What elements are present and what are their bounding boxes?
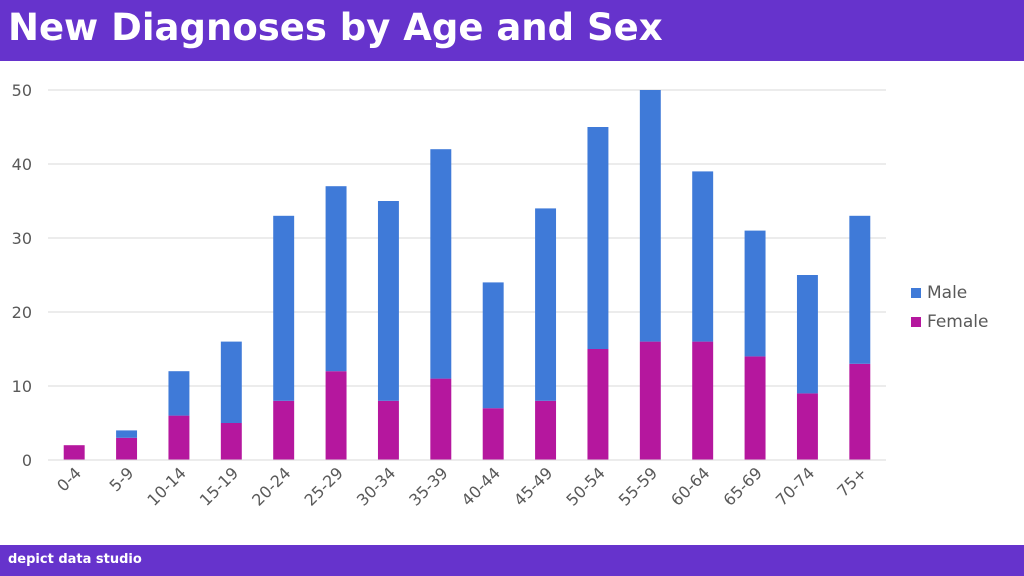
bar-male-35-39 <box>430 149 452 379</box>
x-tick-label: 15-19 <box>196 463 242 509</box>
bar-male-65-69 <box>744 230 766 357</box>
bar-female-0-4 <box>63 445 85 460</box>
title-bar: New Diagnoses by Age and Sex <box>0 0 1024 61</box>
bar-male-60-64 <box>692 171 714 342</box>
x-tick-label: 0-4 <box>53 463 85 495</box>
legend-label-male: Male <box>927 282 968 303</box>
y-tick-label: 40 <box>12 155 32 174</box>
x-tick-label: 20-24 <box>248 463 294 509</box>
bar-female-10-14 <box>168 415 190 460</box>
bar-male-20-24 <box>273 215 295 401</box>
x-tick-label: 5-9 <box>105 463 137 495</box>
legend-label-female: Female <box>927 311 989 332</box>
bar-male-55-59 <box>639 90 661 342</box>
legend-swatch-female <box>911 316 921 327</box>
stacked-bar-chart: 0 10 20 30 40 50 0-4 5-9 10-14 15-19 20-24 25-29 30-… <box>12 81 886 510</box>
x-tick-label: 65-69 <box>720 463 766 509</box>
bar-female-55-59 <box>639 341 661 460</box>
x-tick-label: 10-14 <box>143 463 189 509</box>
x-tick-label: 70-74 <box>772 463 818 509</box>
x-tick-label: 30-34 <box>353 463 399 509</box>
y-tick-label: 10 <box>12 377 32 396</box>
y-tick-label: 30 <box>12 229 32 248</box>
bar-male-70-74 <box>796 275 818 394</box>
bar-female-15-19 <box>220 423 242 460</box>
bar-female-60-64 <box>692 341 714 460</box>
bar-male-15-19 <box>220 341 242 423</box>
bar-male-30-34 <box>377 201 399 401</box>
brand-logo-text: depict data studio <box>8 552 142 567</box>
legend-item-female: Female <box>911 307 988 336</box>
chart-title: New Diagnoses by Age and Sex <box>8 6 663 49</box>
x-tick-label: 75+ <box>833 463 870 500</box>
x-tick-label: 45-49 <box>510 463 556 509</box>
x-tick-label: 55-59 <box>615 463 661 509</box>
bar-female-45-49 <box>535 400 557 460</box>
x-tick-label: 40-44 <box>458 463 504 509</box>
bar-female-65-69 <box>744 356 766 460</box>
legend-item-male: Male <box>911 278 988 307</box>
bar-male-10-14 <box>168 371 190 416</box>
x-tick-label: 35-39 <box>405 463 451 509</box>
bar-female-35-39 <box>430 378 452 460</box>
bar-male-75+ <box>849 215 871 364</box>
bar-female-30-34 <box>377 400 399 460</box>
bar-female-50-54 <box>587 349 609 460</box>
footer-bar: depict data studio <box>0 545 1024 576</box>
bar-male-50-54 <box>587 127 609 349</box>
bar-female-70-74 <box>796 393 818 460</box>
y-tick-label: 20 <box>12 303 32 322</box>
bar-female-20-24 <box>273 400 295 460</box>
bar-female-5-9 <box>116 437 138 460</box>
y-tick-label: 50 <box>12 81 32 100</box>
x-tick-label: 50-54 <box>562 463 608 509</box>
bar-male-5-9 <box>116 430 138 438</box>
bar-female-75+ <box>849 363 871 460</box>
bar-male-45-49 <box>535 208 557 401</box>
legend-swatch-male <box>911 287 921 298</box>
legend: Male Female <box>911 278 988 336</box>
bar-male-25-29 <box>325 186 347 372</box>
x-tick-label: 60-64 <box>667 463 713 509</box>
y-tick-label: 0 <box>22 451 32 470</box>
bar-female-25-29 <box>325 371 347 460</box>
bar-female-40-44 <box>482 408 504 460</box>
bar-male-40-44 <box>482 282 504 409</box>
x-tick-label: 25-29 <box>301 463 347 509</box>
